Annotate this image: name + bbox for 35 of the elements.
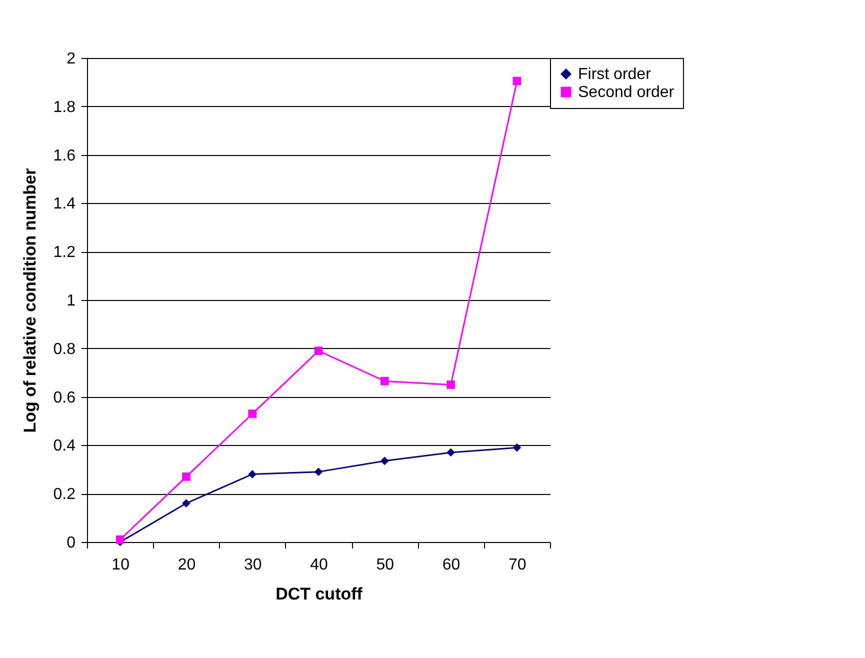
- x-tick-label: 10: [112, 556, 130, 574]
- point: [182, 472, 190, 481]
- y-tick-label: 1: [66, 292, 76, 310]
- point: [314, 346, 323, 356]
- y-tick-label: 0.2: [53, 486, 76, 504]
- y-tick-label: 1.2: [53, 244, 76, 262]
- point: [380, 456, 389, 466]
- point: [314, 468, 323, 476]
- point: [446, 380, 455, 389]
- y-tick-label: 1.8: [53, 98, 76, 116]
- x-tick-label: 60: [442, 556, 460, 574]
- y-tick-label: 0.4: [53, 438, 76, 455]
- point: [248, 470, 257, 478]
- x-tick-label: 40: [310, 556, 328, 574]
- legend-label: Second order: [578, 84, 675, 101]
- x-tick-label: 20: [178, 556, 196, 574]
- point: [380, 376, 389, 386]
- point: [512, 76, 522, 86]
- x-tick-label: 70: [508, 556, 526, 574]
- y-tick-label: 2: [66, 50, 76, 68]
- point: [512, 443, 522, 452]
- y-tick-label: 1.4: [53, 196, 76, 213]
- point: [248, 410, 257, 418]
- y-tick-label: 0: [66, 534, 76, 552]
- point: [182, 499, 190, 508]
- point: [116, 535, 124, 544]
- x-tick-label: 30: [244, 556, 262, 574]
- x-tick-label: 50: [376, 556, 394, 574]
- point: [446, 448, 455, 457]
- y-tick-label: 0.6: [53, 389, 76, 406]
- y-axis-title: Log of relative condition number: [20, 168, 40, 433]
- y-tick-label: 0.8: [53, 340, 76, 358]
- legend-label: First order: [578, 66, 652, 83]
- y-tick-label: 1.6: [53, 147, 76, 164]
- x-axis-title: DCT cutoff: [276, 584, 363, 604]
